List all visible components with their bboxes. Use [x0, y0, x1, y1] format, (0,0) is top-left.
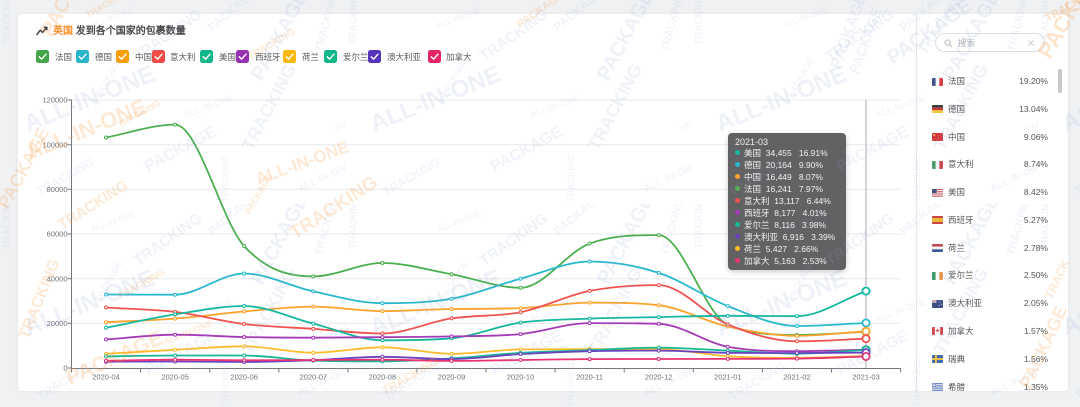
svg-text:40000: 40000 — [47, 274, 68, 283]
svg-text:2020-06: 2020-06 — [230, 373, 258, 382]
svg-text:0: 0 — [63, 364, 67, 373]
svg-text:2020-11: 2020-11 — [576, 373, 603, 382]
svg-text:2020-04: 2020-04 — [92, 373, 120, 382]
svg-text:2020-07: 2020-07 — [300, 373, 328, 382]
svg-text:2020-05: 2020-05 — [161, 373, 189, 382]
svg-text:100000: 100000 — [42, 140, 67, 149]
svg-text:60000: 60000 — [47, 230, 68, 239]
svg-text:80000: 80000 — [47, 185, 68, 194]
svg-text:2020-08: 2020-08 — [369, 373, 397, 382]
svg-text:2021-02: 2021-02 — [783, 373, 811, 382]
svg-text:120000: 120000 — [42, 96, 67, 105]
svg-text:20000: 20000 — [47, 319, 68, 328]
svg-text:2021-03: 2021-03 — [852, 373, 880, 382]
svg-text:2020-12: 2020-12 — [645, 373, 673, 382]
svg-text:2020-10: 2020-10 — [507, 373, 535, 382]
svg-text:2021-01: 2021-01 — [714, 373, 742, 382]
svg-text:2020-09: 2020-09 — [438, 373, 466, 382]
